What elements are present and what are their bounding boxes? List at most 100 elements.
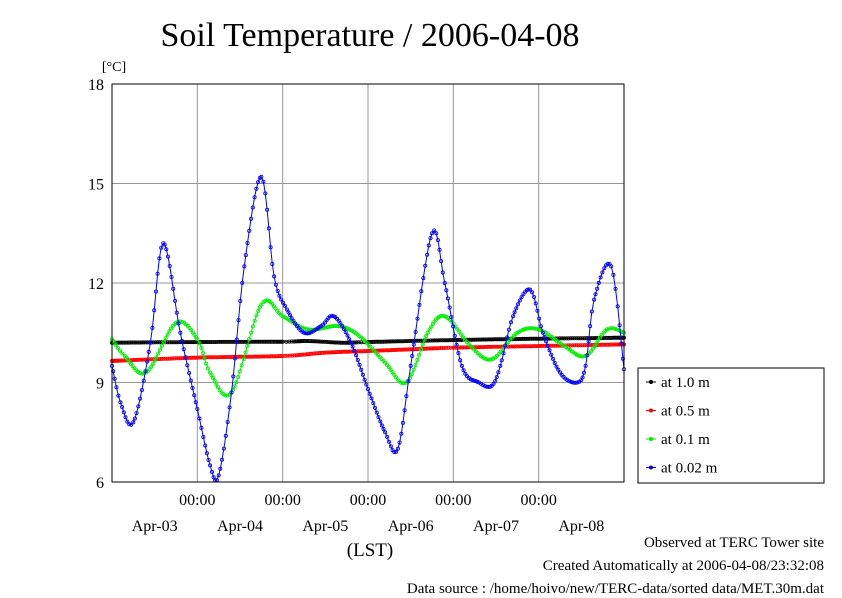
data-point — [594, 341, 599, 346]
data-point — [209, 355, 214, 360]
data-point — [609, 264, 614, 269]
data-point — [537, 316, 542, 321]
data-point — [512, 344, 517, 349]
data-point — [156, 351, 161, 356]
data-point — [357, 362, 362, 367]
data-point — [145, 359, 150, 364]
data-point — [329, 340, 334, 345]
data-point — [440, 313, 445, 318]
data-point — [551, 343, 556, 348]
data-point — [326, 339, 331, 344]
data-point — [289, 316, 294, 321]
data-point — [250, 324, 255, 329]
data-point — [508, 344, 513, 349]
legend: at 1.0 m at 0.5 m at 0.1 m at 0.02 m — [637, 367, 825, 484]
data-point — [132, 340, 137, 345]
data-point — [143, 369, 148, 374]
data-point — [452, 345, 457, 350]
data-point — [364, 382, 369, 387]
data-point — [304, 338, 309, 343]
data-point — [311, 339, 316, 344]
data-point — [525, 344, 530, 349]
data-point — [580, 336, 585, 341]
data-point — [372, 405, 377, 410]
data-point — [150, 325, 155, 330]
data-point — [205, 366, 210, 371]
data-point — [155, 271, 160, 276]
data-point — [378, 348, 383, 353]
data-point — [424, 333, 429, 338]
data-point — [169, 274, 174, 279]
data-point — [595, 286, 600, 291]
data-point — [191, 355, 196, 360]
data-point — [249, 330, 254, 335]
data-point — [596, 280, 601, 285]
data-point — [234, 337, 239, 342]
data-point — [202, 356, 207, 361]
data-point — [578, 343, 583, 348]
data-point — [530, 290, 535, 295]
data-point — [137, 340, 142, 345]
data-point — [250, 205, 255, 210]
data-point — [302, 326, 307, 331]
y-tick-label: 12 — [88, 276, 104, 293]
data-point — [322, 339, 327, 344]
data-point — [154, 355, 159, 360]
data-point — [529, 344, 534, 349]
data-point — [498, 363, 503, 368]
data-point — [520, 344, 525, 349]
data-point — [524, 336, 529, 341]
data-point — [528, 287, 533, 292]
data-point — [238, 298, 243, 303]
data-point — [215, 355, 220, 360]
data-point — [582, 336, 587, 341]
data-point — [265, 207, 270, 212]
data-point — [538, 343, 543, 348]
data-point — [511, 314, 516, 319]
data-point — [453, 324, 458, 329]
data-point — [506, 340, 511, 345]
data-point — [416, 338, 421, 343]
data-point — [493, 344, 498, 349]
data-point — [574, 336, 579, 341]
data-point — [195, 406, 200, 411]
data-point — [425, 252, 430, 257]
data-point — [415, 357, 420, 362]
data-point — [227, 405, 232, 410]
data-point — [178, 356, 183, 361]
data-point — [608, 326, 613, 331]
data-point — [167, 329, 172, 334]
data-point — [534, 344, 539, 349]
data-point — [343, 330, 348, 335]
data-point — [200, 339, 205, 344]
data-point — [206, 355, 211, 360]
data-point — [139, 371, 144, 376]
data-point — [173, 320, 178, 325]
data-point — [292, 353, 297, 358]
data-point — [249, 354, 254, 359]
data-point — [259, 174, 264, 179]
data-point — [441, 345, 446, 350]
data-point — [338, 321, 343, 326]
data-point — [323, 350, 328, 355]
data-point — [602, 266, 607, 271]
data-point — [411, 342, 416, 347]
data-point — [424, 338, 429, 343]
data-point — [346, 349, 351, 354]
data-point — [189, 340, 194, 345]
data-point — [570, 336, 575, 341]
data-point — [572, 336, 577, 341]
data-point — [365, 348, 370, 353]
data-point — [522, 344, 527, 349]
data-point — [491, 344, 496, 349]
data-point — [163, 336, 168, 341]
data-point — [462, 337, 467, 342]
data-point — [135, 357, 140, 362]
data-point — [275, 339, 280, 344]
data-point — [477, 337, 482, 342]
data-point — [443, 338, 448, 343]
data-point — [219, 339, 224, 344]
data-point — [451, 322, 456, 327]
data-point — [415, 316, 420, 321]
data-point — [120, 404, 125, 409]
